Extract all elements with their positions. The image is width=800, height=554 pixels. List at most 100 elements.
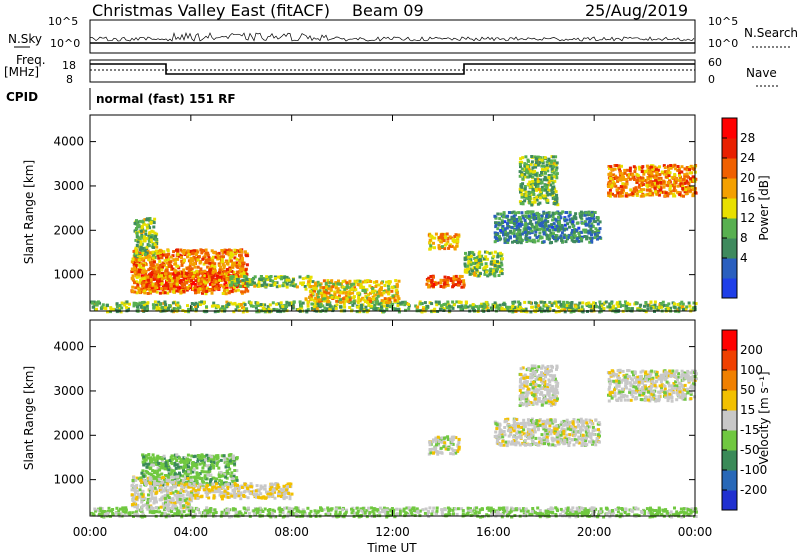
data-cell <box>533 200 537 204</box>
data-cell <box>674 181 678 185</box>
data-cell <box>539 235 543 239</box>
data-cell <box>476 274 480 278</box>
data-cell <box>447 246 451 250</box>
data-cell <box>551 193 555 197</box>
data-cell <box>143 289 147 293</box>
data-cell <box>387 282 391 286</box>
data-cell <box>568 210 572 214</box>
data-cell <box>160 305 164 309</box>
data-cell <box>530 222 534 226</box>
data-cell <box>348 292 352 296</box>
data-cell <box>513 234 516 238</box>
data-cell <box>536 308 540 311</box>
data-cell <box>650 191 654 195</box>
data-cell <box>149 260 152 264</box>
data-cell <box>634 302 638 306</box>
data-cell <box>656 168 660 172</box>
data-cell <box>583 213 587 217</box>
data-cell <box>141 512 145 516</box>
data-cell <box>545 191 549 194</box>
data-cell <box>471 303 475 306</box>
data-cell <box>520 173 524 177</box>
data-cell <box>649 165 653 169</box>
data-cell <box>524 227 528 231</box>
data-cell <box>158 302 162 306</box>
data-cell <box>142 258 146 262</box>
data-cell <box>193 512 197 516</box>
data-cell <box>187 310 191 314</box>
data-cell <box>142 303 146 307</box>
data-cell <box>598 227 602 231</box>
data-cell <box>152 267 156 271</box>
data-cell <box>651 182 654 186</box>
data-cell <box>654 174 658 178</box>
data-cell <box>239 261 243 265</box>
date-label: 25/Aug/2019 <box>585 1 688 20</box>
data-cell <box>608 182 612 186</box>
data-cell <box>140 234 144 238</box>
data-cell <box>269 275 273 278</box>
data-cell <box>533 225 537 229</box>
data-cell <box>269 279 273 283</box>
data-cell <box>197 255 201 259</box>
data-cell <box>291 278 295 282</box>
data-cell <box>520 223 524 227</box>
data-cell <box>499 229 503 232</box>
data-cell <box>166 249 170 253</box>
data-cell <box>580 511 584 515</box>
data-cell <box>167 258 170 262</box>
data-cell <box>263 310 267 314</box>
data-cell <box>526 171 530 175</box>
data-cell <box>147 237 151 241</box>
data-cell <box>258 510 262 514</box>
data-cell <box>226 302 230 306</box>
data-cell <box>195 253 198 256</box>
data-cell <box>476 263 480 267</box>
data-cell <box>359 285 363 289</box>
data-cell <box>608 305 612 309</box>
data-cell <box>511 302 515 306</box>
data-cell <box>137 274 141 278</box>
data-cell <box>179 273 183 277</box>
data-cell <box>394 307 397 311</box>
data-cell <box>199 281 203 285</box>
data-cell <box>299 304 303 308</box>
data-cell <box>613 167 617 171</box>
data-cell <box>180 274 184 278</box>
data-cell <box>640 189 644 193</box>
data-cell <box>124 305 128 309</box>
data-cell <box>126 308 130 311</box>
data-cell <box>644 310 648 314</box>
data-cell <box>312 286 316 290</box>
data-cell <box>571 307 575 311</box>
data-cell <box>592 217 596 221</box>
data-cell <box>374 285 378 288</box>
data-cell <box>692 167 696 171</box>
data-cell <box>518 174 522 178</box>
data-cell <box>387 280 391 283</box>
data-cell <box>314 287 318 291</box>
data-cell <box>650 172 654 176</box>
data-cell <box>493 235 497 239</box>
data-cell <box>499 251 502 255</box>
data-cell <box>664 175 668 179</box>
data-cell <box>141 251 145 255</box>
data-cell <box>213 279 216 282</box>
data-cell <box>148 510 152 514</box>
data-cell <box>186 287 190 290</box>
data-cell <box>441 232 445 236</box>
data-cell <box>508 305 512 309</box>
data-cell <box>538 173 542 177</box>
data-cell <box>139 244 143 248</box>
data-cell <box>648 166 652 169</box>
data-cell <box>287 301 291 305</box>
data-cell <box>568 225 571 229</box>
data-cell <box>587 301 591 305</box>
data-cell <box>583 235 587 238</box>
data-cell <box>539 300 543 304</box>
data-cell <box>521 182 525 186</box>
data-cell <box>529 239 533 243</box>
data-cell <box>218 257 222 260</box>
data-cell <box>352 299 356 303</box>
data-cell <box>506 222 510 226</box>
